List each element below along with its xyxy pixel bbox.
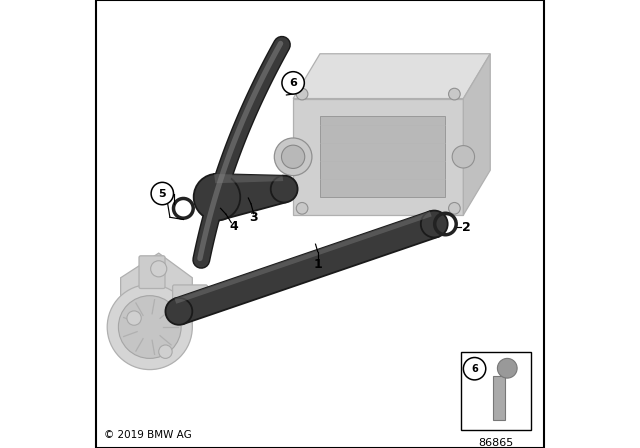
- Circle shape: [296, 88, 308, 100]
- Polygon shape: [214, 174, 283, 183]
- Circle shape: [118, 296, 181, 358]
- Text: 2: 2: [462, 220, 471, 234]
- Circle shape: [107, 284, 192, 370]
- Polygon shape: [214, 174, 286, 220]
- Circle shape: [165, 298, 192, 325]
- Circle shape: [127, 311, 141, 325]
- Circle shape: [159, 345, 172, 358]
- Circle shape: [449, 202, 460, 214]
- Circle shape: [271, 176, 298, 202]
- FancyBboxPatch shape: [173, 285, 207, 311]
- Polygon shape: [293, 54, 490, 99]
- Polygon shape: [463, 54, 490, 215]
- Text: © 2019 BMW AG: © 2019 BMW AG: [104, 431, 192, 440]
- Polygon shape: [175, 211, 431, 304]
- Circle shape: [275, 138, 312, 176]
- Polygon shape: [293, 99, 463, 215]
- Circle shape: [421, 211, 448, 237]
- Circle shape: [282, 145, 305, 168]
- Circle shape: [296, 202, 308, 214]
- Circle shape: [151, 182, 173, 205]
- Circle shape: [463, 358, 486, 380]
- Polygon shape: [175, 211, 438, 324]
- Circle shape: [449, 88, 460, 100]
- Circle shape: [150, 261, 167, 277]
- Polygon shape: [120, 253, 192, 352]
- Text: 3: 3: [250, 211, 258, 224]
- Circle shape: [282, 72, 305, 94]
- Bar: [461, 352, 531, 430]
- Text: 5: 5: [159, 189, 166, 198]
- Bar: [493, 376, 505, 420]
- Text: 1: 1: [314, 258, 322, 271]
- Circle shape: [497, 358, 517, 378]
- Circle shape: [194, 174, 240, 220]
- Circle shape: [452, 146, 474, 168]
- Text: 86865: 86865: [478, 438, 513, 448]
- Text: 6: 6: [289, 78, 297, 88]
- FancyBboxPatch shape: [139, 256, 165, 289]
- Text: 6: 6: [471, 364, 478, 374]
- Polygon shape: [320, 116, 445, 197]
- Text: 4: 4: [230, 220, 238, 233]
